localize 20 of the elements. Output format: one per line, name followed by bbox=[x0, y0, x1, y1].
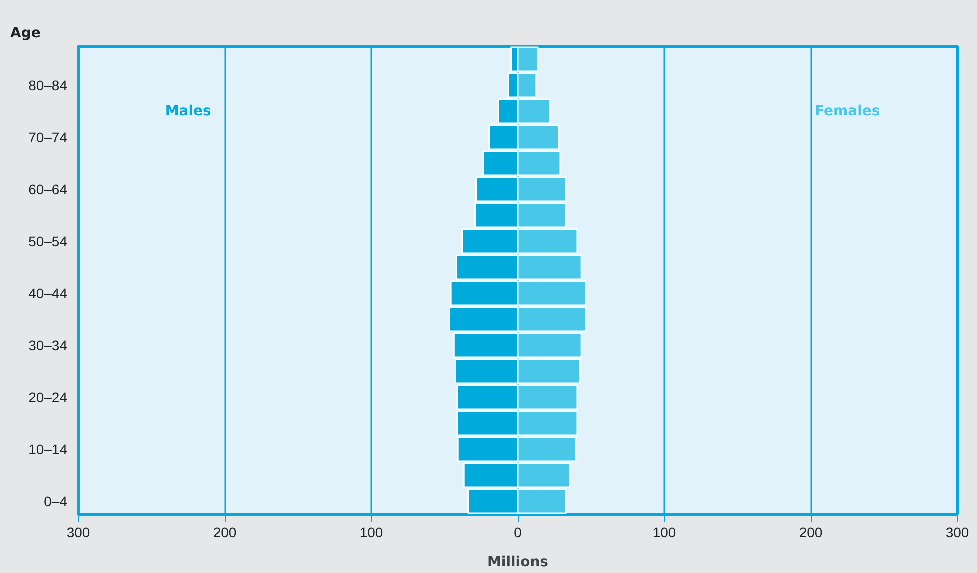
text: Males bbox=[165, 104, 212, 120]
y-axis-title: Age bbox=[10, 26, 41, 42]
x-tick-label: 200 bbox=[213, 524, 237, 540]
x-tick-label: 0 bbox=[514, 524, 522, 540]
y-tick-label: 60–64 bbox=[28, 182, 68, 198]
x-tick-label: 100 bbox=[652, 524, 676, 540]
x-axis-title: Millions bbox=[487, 554, 549, 570]
x-tick-label: 300 bbox=[946, 524, 970, 540]
y-tick-label: 10–14 bbox=[28, 442, 68, 458]
y-tick-label: 40–44 bbox=[28, 286, 68, 302]
y-tick-label: 80–84 bbox=[28, 78, 68, 94]
y-tick-label: 30–34 bbox=[28, 338, 68, 354]
x-tick-label: 300 bbox=[66, 524, 90, 540]
y-tick-label: 20–24 bbox=[28, 390, 68, 406]
y-tick-label: 70–74 bbox=[28, 130, 68, 146]
y-tick-label: 0–4 bbox=[44, 494, 68, 510]
x-tick-label: 200 bbox=[799, 524, 823, 540]
text: Females bbox=[815, 104, 880, 120]
y-tick-label: 50–54 bbox=[28, 234, 68, 250]
x-tick-label: 100 bbox=[360, 524, 384, 540]
